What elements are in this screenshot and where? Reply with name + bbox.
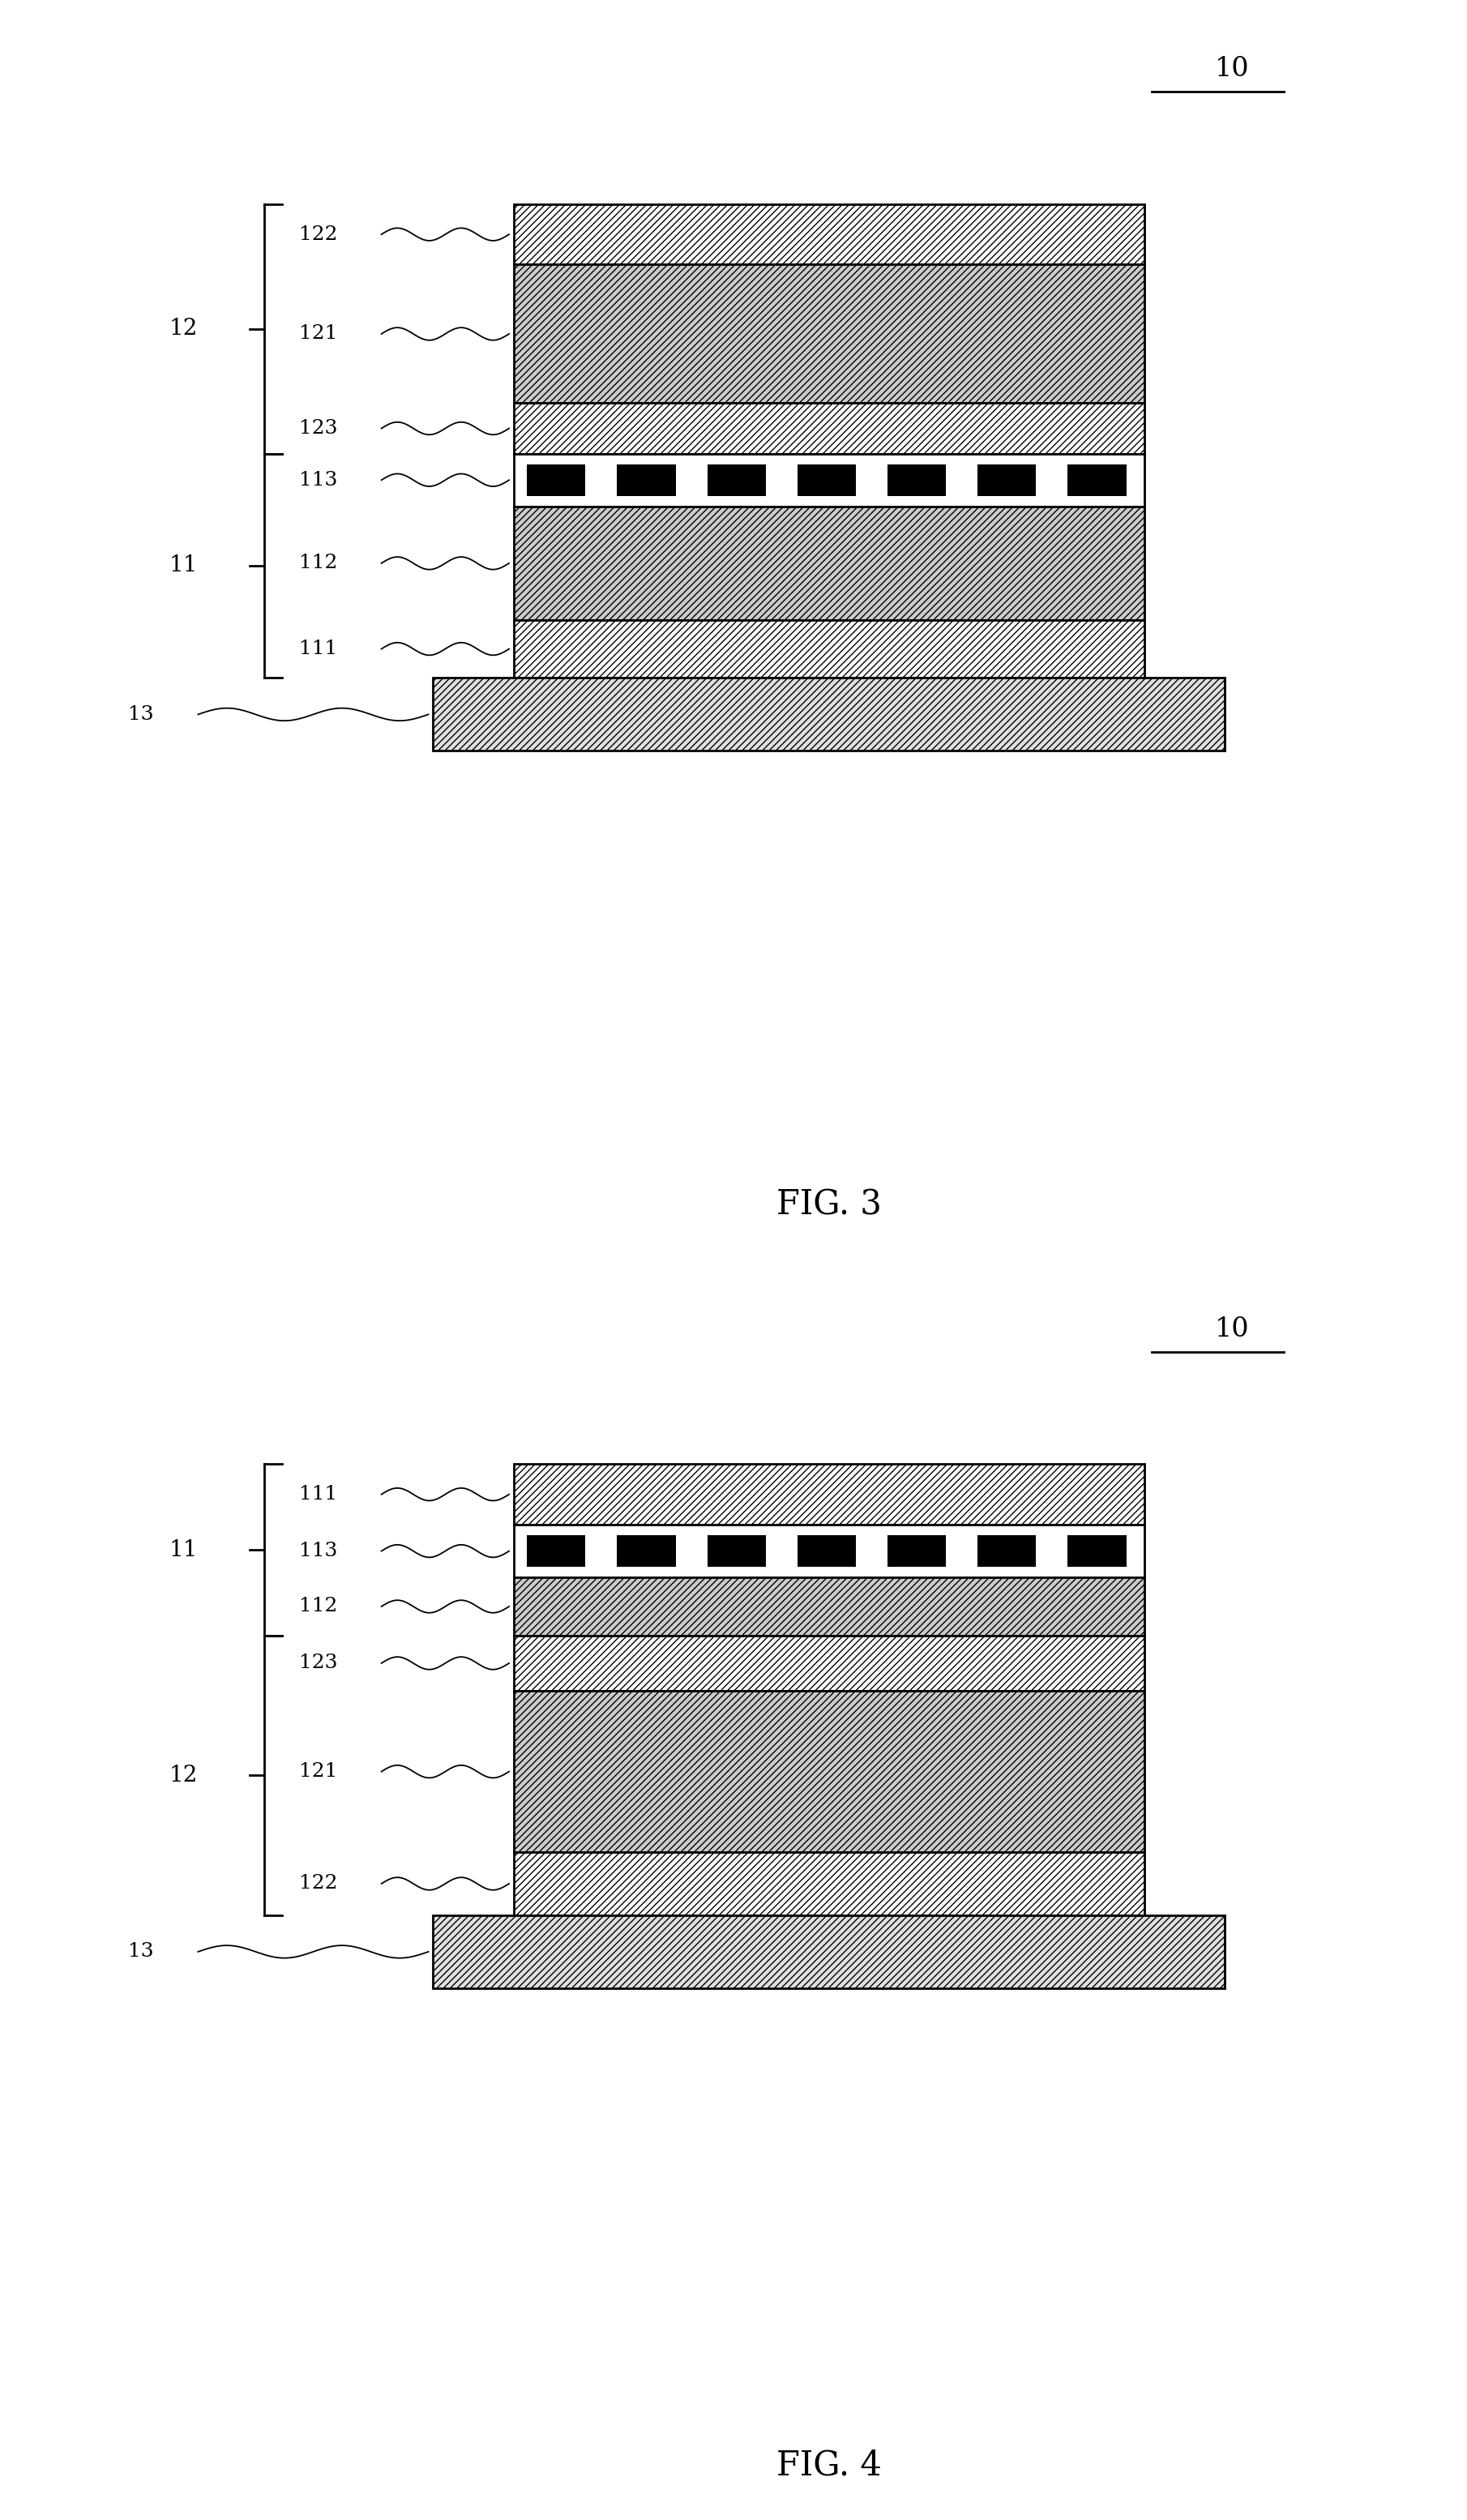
Text: 123: 123 bbox=[299, 1653, 337, 1673]
Bar bbox=[618, 464, 676, 496]
Text: 112: 112 bbox=[299, 554, 337, 572]
Bar bbox=[513, 507, 1144, 620]
Text: 123: 123 bbox=[299, 418, 337, 438]
Bar bbox=[618, 1535, 676, 1567]
Text: 112: 112 bbox=[299, 1598, 337, 1615]
Bar bbox=[513, 1635, 1144, 1691]
Bar bbox=[707, 1535, 766, 1567]
Text: 11: 11 bbox=[169, 1540, 198, 1560]
Text: 12: 12 bbox=[169, 318, 198, 340]
Bar bbox=[513, 620, 1144, 678]
Text: 10: 10 bbox=[1215, 1315, 1250, 1343]
Text: 111: 111 bbox=[299, 1484, 337, 1504]
Bar bbox=[707, 464, 766, 496]
Bar bbox=[527, 464, 585, 496]
Bar bbox=[527, 1535, 585, 1567]
Text: 10: 10 bbox=[1215, 55, 1250, 83]
Bar bbox=[798, 1535, 855, 1567]
Text: FIG. 3: FIG. 3 bbox=[776, 1187, 882, 1222]
Text: 113: 113 bbox=[299, 471, 337, 489]
Text: 113: 113 bbox=[299, 1542, 337, 1560]
Bar bbox=[513, 265, 1144, 403]
Text: 12: 12 bbox=[169, 1764, 198, 1787]
Text: 13: 13 bbox=[129, 706, 154, 723]
Bar bbox=[513, 1578, 1144, 1635]
Bar bbox=[513, 1852, 1144, 1915]
Bar bbox=[513, 1464, 1144, 1525]
Bar bbox=[977, 464, 1036, 496]
Bar bbox=[433, 1915, 1225, 1988]
Text: 111: 111 bbox=[299, 640, 337, 658]
Bar bbox=[977, 1535, 1036, 1567]
Text: 11: 11 bbox=[169, 554, 198, 577]
Text: 121: 121 bbox=[299, 1761, 337, 1782]
Bar bbox=[513, 403, 1144, 454]
Text: 122: 122 bbox=[299, 1875, 337, 1893]
Bar bbox=[513, 454, 1144, 507]
Bar bbox=[1068, 1535, 1127, 1567]
Bar bbox=[513, 204, 1144, 265]
Text: 13: 13 bbox=[129, 1943, 154, 1961]
Bar bbox=[1068, 464, 1127, 496]
Bar bbox=[513, 1525, 1144, 1578]
Bar bbox=[513, 1691, 1144, 1852]
Bar bbox=[798, 464, 855, 496]
Text: 122: 122 bbox=[299, 224, 337, 244]
Bar bbox=[888, 1535, 946, 1567]
Bar bbox=[433, 678, 1225, 751]
Text: FIG. 4: FIG. 4 bbox=[776, 2447, 882, 2482]
Text: 121: 121 bbox=[299, 325, 337, 343]
Bar bbox=[888, 464, 946, 496]
